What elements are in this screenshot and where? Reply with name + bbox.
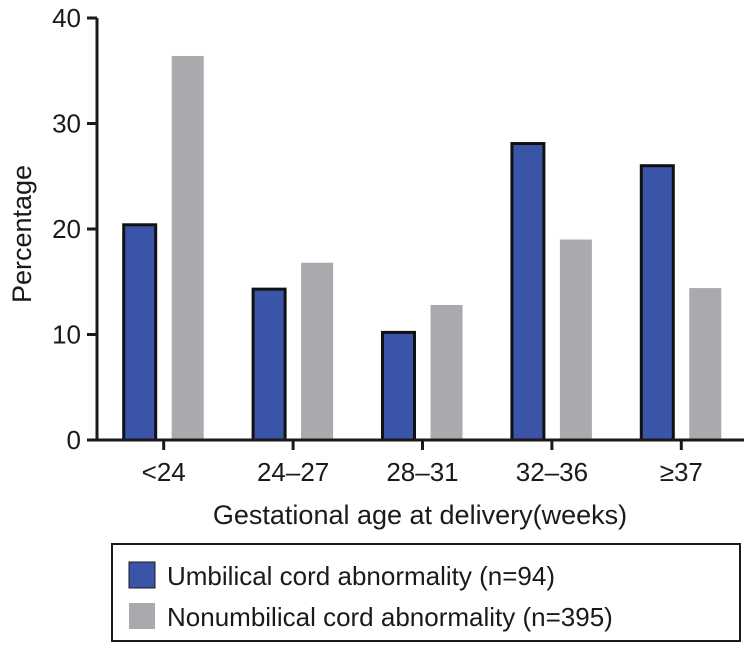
x-tick-label: <24 — [142, 457, 186, 487]
y-axis-title: Percentage — [7, 165, 37, 303]
x-tick-label: 32–36 — [516, 457, 588, 487]
legend-box — [111, 543, 741, 642]
y-tick-label: 40 — [52, 3, 81, 33]
bar-nonumbilical-0 — [171, 55, 204, 440]
legend-label-nonumbilical: Nonumbilical cord abnormality (n=395) — [167, 602, 613, 632]
legend-label-umbilical: Umbilical cord abnormality (n=94) — [167, 561, 555, 591]
x-tick-label: 24–27 — [257, 457, 329, 487]
x-axis-title: Gestational age at delivery(weeks) — [213, 500, 627, 530]
x-tick-label: 28–31 — [386, 457, 458, 487]
bar-umbilical-3 — [510, 142, 546, 442]
bars-group — [122, 55, 722, 442]
bar-nonumbilical-3 — [559, 239, 592, 440]
bar-umbilical-0 — [122, 223, 158, 442]
bar-nonumbilical-1 — [301, 262, 334, 440]
y-tick-label: 30 — [52, 109, 81, 139]
bar-nonumbilical-4 — [689, 288, 722, 440]
bar-umbilical-1 — [251, 287, 287, 442]
y-tick-label: 0 — [67, 425, 81, 455]
legend: Umbilical cord abnormality (n=94) Nonumb… — [111, 543, 741, 642]
y-ticks: 0 10 20 30 40 — [52, 3, 97, 455]
x-ticks: <24 24–27 28–31 32–36 ≥37 — [142, 440, 703, 487]
x-tick-label: ≥37 — [660, 457, 703, 487]
legend-swatch-umbilical — [128, 561, 156, 589]
bar-umbilical-2 — [381, 330, 416, 442]
legend-swatch-nonumbilical — [129, 603, 155, 629]
bar-nonumbilical-2 — [430, 304, 463, 440]
y-tick-label: 20 — [52, 214, 81, 244]
y-tick-label: 10 — [52, 320, 81, 350]
bar-umbilical-4 — [639, 164, 675, 442]
